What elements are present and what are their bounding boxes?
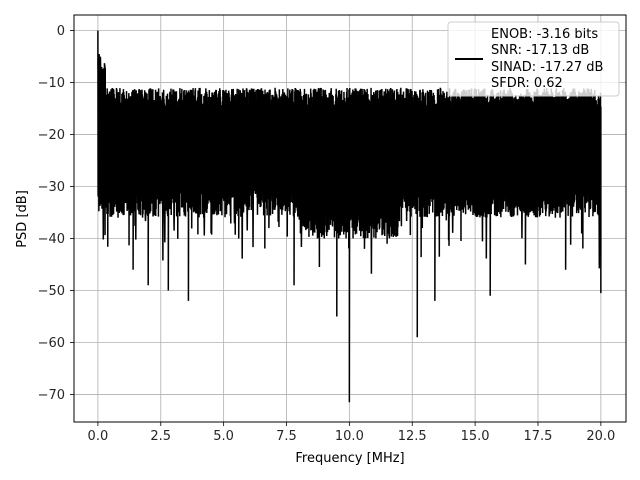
x-tick-label: 17.5	[524, 429, 553, 444]
x-tick-label: 20.0	[586, 429, 615, 444]
plot-frame	[73, 14, 627, 423]
x-tick-label: 7.5	[276, 429, 297, 444]
psd-trace	[97, 30, 602, 403]
x-tick-label: 15.0	[461, 429, 490, 444]
legend: ENOB: -3.16 bits SNR: -17.13 dB SINAD: -…	[447, 21, 620, 97]
x-axis-label: Frequency [MHz]	[295, 451, 404, 466]
y-tick-label: −20	[38, 128, 65, 143]
legend-sinad: SINAD: -17.27 dB	[491, 60, 603, 75]
x-ticks: 0.0 2.5 5.0 7.5 10.0 12.5 15.0 17.5 20.0	[88, 422, 615, 444]
y-tick-label: −50	[38, 284, 65, 299]
y-tick-label: −10	[38, 76, 65, 91]
y-tick-label: −30	[38, 180, 65, 195]
y-tick-label: −40	[38, 232, 65, 247]
y-axis-label: PSD [dB]	[15, 190, 30, 248]
x-tick-label: 10.0	[335, 429, 364, 444]
y-ticks: 0 −10 −20 −30 −40 −50 −60 −70	[38, 24, 74, 403]
x-tick-label: 2.5	[150, 429, 171, 444]
x-tick-label: 5.0	[213, 429, 234, 444]
y-tick-label: −60	[38, 336, 65, 351]
x-tick-label: 0.0	[88, 429, 109, 444]
legend-box	[447, 21, 620, 97]
y-tick-label: 0	[57, 24, 65, 39]
legend-snr: SNR: -17.13 dB	[491, 43, 589, 58]
y-tick-label: −70	[38, 388, 65, 403]
legend-sfdr: SFDR: 0.62	[491, 76, 563, 91]
x-tick-label: 12.5	[398, 429, 427, 444]
psd-trace-group	[97, 30, 602, 403]
legend-enob: ENOB: -3.16 bits	[491, 27, 598, 42]
